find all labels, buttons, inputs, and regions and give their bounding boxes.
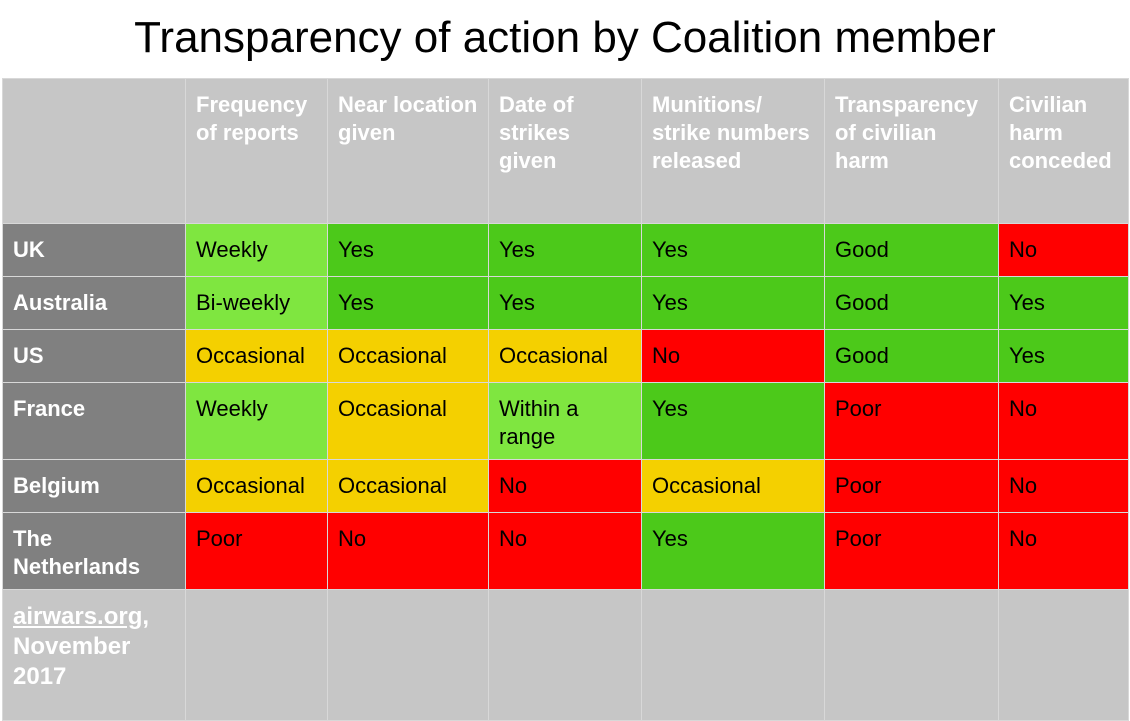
table-cell: Occasional — [641, 459, 825, 513]
table-cell: Yes — [327, 276, 489, 330]
table-cell: Weekly — [185, 223, 328, 277]
row-label: Australia — [2, 276, 186, 330]
table-cell: Good — [824, 223, 999, 277]
table-cell: Yes — [998, 276, 1129, 330]
table-row: France Weekly Occasional Within a range Yes P… — [2, 382, 1129, 460]
table-cell: No — [641, 329, 825, 383]
table-cell: No — [488, 512, 642, 590]
table-cell: Occasional — [185, 459, 328, 513]
table-cell: No — [327, 512, 489, 590]
table-row: UK Weekly Yes Yes Yes Good No — [2, 223, 1129, 277]
empty-footer-cell — [641, 589, 825, 721]
row-label: US — [2, 329, 186, 383]
column-header: Civilian harm conceded — [998, 78, 1129, 224]
empty-footer-cell — [824, 589, 999, 721]
table-body: Frequency of reports Near location given D… — [2, 78, 1129, 721]
table-cell: Yes — [641, 276, 825, 330]
table-row: The Netherlands Poor No No Yes Poor No — [2, 512, 1129, 590]
column-header: Frequency of reports — [185, 78, 328, 224]
table-cell: Weekly — [185, 382, 328, 460]
table-cell: Yes — [998, 329, 1129, 383]
row-label: UK — [2, 223, 186, 277]
table-cell: Yes — [488, 276, 642, 330]
footer-row: airwars.org, November 2017 — [2, 589, 1129, 721]
header-row: Frequency of reports Near location given D… — [2, 78, 1129, 224]
transparency-table: Frequency of reports Near location given D… — [2, 78, 1129, 721]
table-cell: Occasional — [488, 329, 642, 383]
table-cell: Poor — [824, 512, 999, 590]
column-header: Transparency of civilian harm — [824, 78, 999, 224]
table-cell: Occasional — [327, 382, 489, 460]
source-date: , November 2017 — [13, 603, 150, 690]
table-cell: Poor — [185, 512, 328, 590]
source-note: airwars.org, November 2017 — [2, 589, 186, 721]
table-cell: Yes — [641, 223, 825, 277]
source-link[interactable]: airwars.org — [13, 603, 143, 630]
table-cell: No — [488, 459, 642, 513]
table-cell: Occasional — [327, 459, 489, 513]
chart-title: Transparency of action by Coalition memb… — [134, 13, 996, 62]
table-cell: Yes — [641, 512, 825, 590]
table-cell: Yes — [488, 223, 642, 277]
column-header: Date of strikes given — [488, 78, 642, 224]
column-header: Munitions/ strike numbers released — [641, 78, 825, 224]
table-row: US Occasional Occasional Occasional No Good Ye… — [2, 329, 1129, 383]
table-cell: Good — [824, 276, 999, 330]
row-label: France — [2, 382, 186, 460]
empty-footer-cell — [998, 589, 1129, 721]
empty-footer-cell — [488, 589, 642, 721]
table-cell: Yes — [641, 382, 825, 460]
corner-cell — [2, 78, 186, 224]
row-label: Belgium — [2, 459, 186, 513]
table-row: Belgium Occasional Occasional No Occasional P… — [2, 459, 1129, 513]
table-cell: Bi-weekly — [185, 276, 328, 330]
table-cell: Yes — [327, 223, 489, 277]
row-label: The Netherlands — [2, 512, 186, 590]
column-header: Near location given — [327, 78, 489, 224]
empty-footer-cell — [327, 589, 489, 721]
table-cell: No — [998, 382, 1129, 460]
table-cell: Within a range — [488, 382, 642, 460]
table-cell: No — [998, 459, 1129, 513]
table-cell: Poor — [824, 459, 999, 513]
table-cell: Good — [824, 329, 999, 383]
empty-footer-cell — [185, 589, 328, 721]
table-cell: Occasional — [185, 329, 328, 383]
table-cell: Poor — [824, 382, 999, 460]
table-cell: No — [998, 223, 1129, 277]
table-cell: No — [998, 512, 1129, 590]
table-row: Australia Bi-weekly Yes Yes Yes Good Yes — [2, 276, 1129, 330]
table-cell: Occasional — [327, 329, 489, 383]
